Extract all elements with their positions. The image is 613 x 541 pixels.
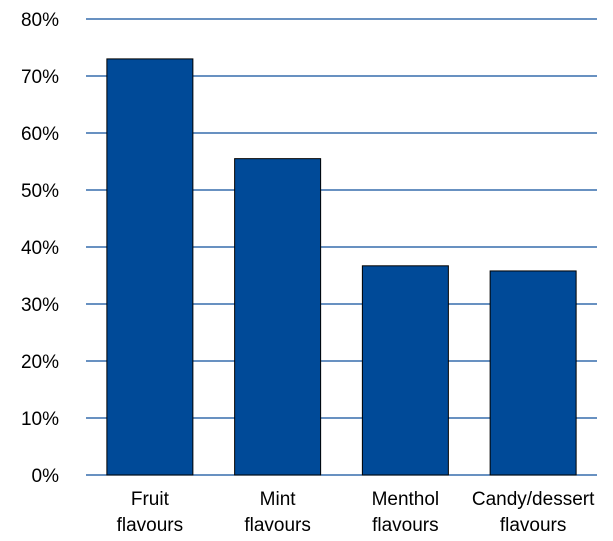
- y-tick-label-80: 80%: [21, 10, 59, 31]
- x-category-label-4: Candy/dessert flavours: [472, 489, 595, 536]
- y-tick-label-60: 60%: [21, 124, 59, 145]
- x-category-label-line: Fruit: [131, 489, 170, 510]
- bar-1: [106, 58, 194, 476]
- y-tick-label-20: 20%: [21, 352, 59, 373]
- x-category-label-1: Fruit flavours: [117, 489, 184, 536]
- x-category-label-line: Menthol: [372, 489, 440, 510]
- x-category-label-line: Mint: [260, 489, 297, 510]
- x-category-label-3: Menthol flavours: [372, 489, 440, 536]
- y-tick-label-10: 10%: [21, 409, 59, 430]
- bars: [106, 58, 577, 476]
- y-tick-label-40: 40%: [21, 238, 59, 259]
- y-tick-label-0: 0%: [32, 466, 60, 487]
- bar-2: [234, 158, 322, 476]
- x-category-label-2: Mint flavours: [244, 489, 311, 536]
- x-category-label-line: Candy/dessert: [472, 489, 595, 510]
- bar-3: [361, 265, 449, 476]
- x-category-label-line: flavours: [372, 515, 439, 536]
- y-tick-label-50: 50%: [21, 181, 59, 202]
- x-category-label-line: flavours: [500, 515, 567, 536]
- y-tick-label-70: 70%: [21, 67, 59, 88]
- x-axis-category-labels: Fruit flavours Mint flavours Menthol flavours…: [117, 489, 595, 536]
- x-category-label-line: flavours: [244, 515, 311, 536]
- x-category-label-line: flavours: [117, 515, 184, 536]
- bar-4: [489, 270, 577, 476]
- y-axis-tick-labels: 0% 10% 20% 30% 40% 50% 60% 70% 80%: [21, 10, 59, 487]
- y-tick-label-30: 30%: [21, 295, 59, 316]
